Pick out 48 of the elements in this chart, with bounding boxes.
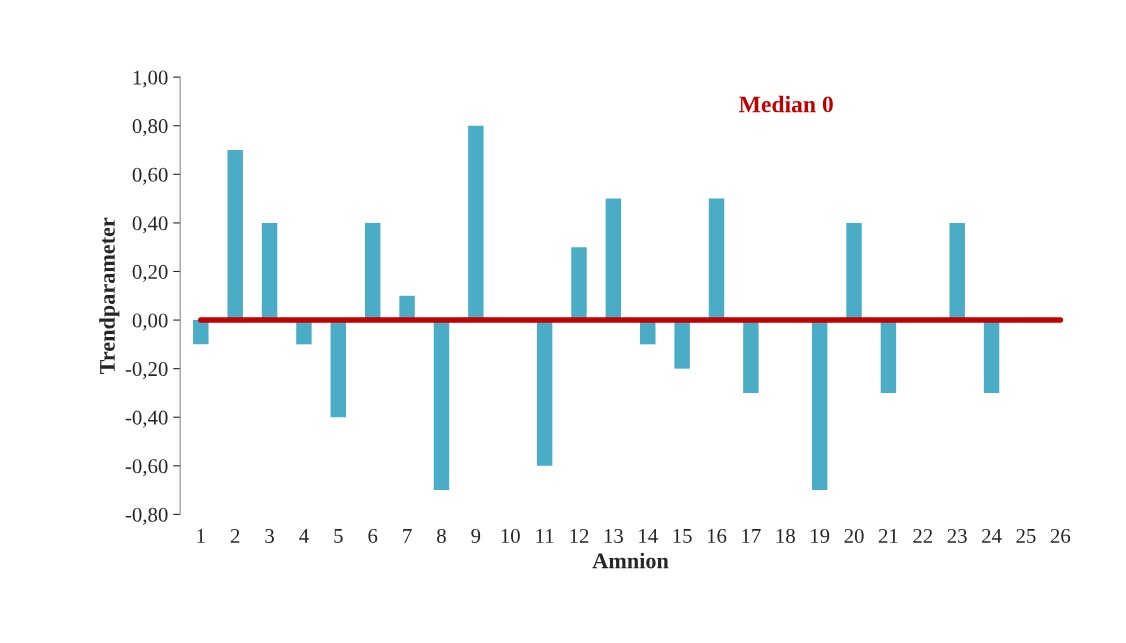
x-tick-label: 11 [536, 528, 554, 543]
bar [811, 320, 828, 491]
x-tick-label: 12 [570, 528, 589, 543]
x-tick-label: 7 [403, 529, 412, 543]
x-tick-label: 9 [471, 528, 481, 543]
bar [743, 320, 759, 393]
x-tick-label: 4 [299, 529, 309, 543]
bar [983, 320, 1000, 393]
bar [193, 320, 209, 345]
x-tick-label: 25 [1016, 528, 1036, 543]
x-tick-label: 5 [334, 529, 343, 543]
bar [674, 320, 690, 369]
y-tick-label: -0,40 [125, 410, 168, 428]
x-tick-label: 24 [982, 528, 1002, 543]
x-tick-label: 8 [437, 528, 446, 543]
x-tick-label: 14 [639, 528, 658, 543]
x-tick-label: 26 [1050, 528, 1071, 543]
x-axis-title: Amnion [592, 552, 669, 569]
x-tick-label: 6 [368, 528, 378, 543]
bar [433, 320, 450, 491]
x-tick-label: 16 [707, 528, 727, 543]
y-tick-label: 0,40 [132, 216, 168, 234]
bar [330, 320, 347, 418]
y-tick-label: -0,80 [125, 507, 168, 525]
y-tick-label: 0,00 [132, 313, 168, 331]
x-tick-label: 15 [673, 528, 692, 543]
x-tick-label: 23 [947, 528, 967, 543]
bar [880, 320, 897, 393]
x-tick-label: 1 [197, 528, 205, 543]
x-tick-label: 20 [844, 528, 864, 543]
y-tick-label: 0,20 [132, 264, 168, 282]
ref-line-label: Median 0 [739, 95, 833, 113]
x-tick-label: 22 [913, 528, 933, 543]
y-axis-title: Trendparameter [99, 217, 120, 375]
x-tick-label: 2 [230, 528, 240, 543]
bar [536, 320, 553, 466]
x-tick-label: 18 [776, 528, 795, 543]
x-tick-label: 17 [742, 528, 761, 543]
x-tick-label: 3 [265, 528, 274, 543]
y-tick-label: 0,80 [132, 119, 168, 137]
x-tick-label: 10 [501, 528, 520, 543]
y-tick-label: -0,20 [125, 362, 168, 380]
y-tick-label: 0,60 [132, 167, 168, 185]
x-tick-label: 19 [811, 528, 830, 543]
x-tick-label: 13 [604, 528, 623, 543]
x-tick-label: 21 [878, 528, 898, 543]
y-tick-label: 1,00 [133, 70, 168, 88]
y-tick-label: -0,60 [125, 459, 168, 477]
